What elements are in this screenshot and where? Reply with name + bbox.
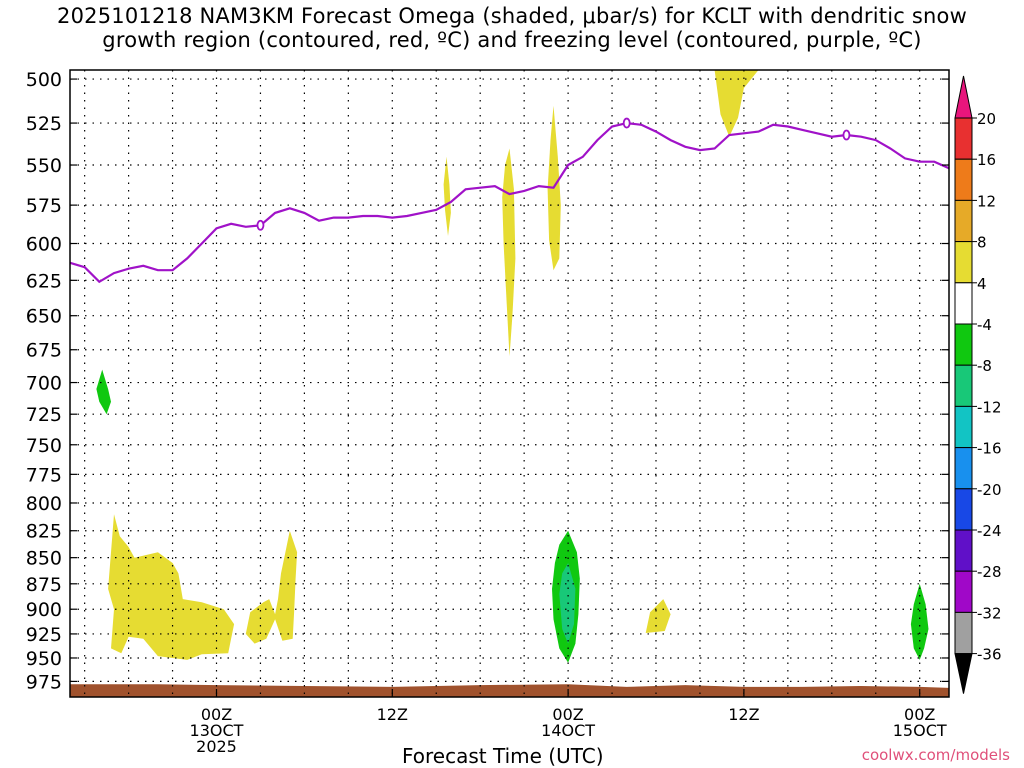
- y-tick-label: 650: [26, 306, 62, 328]
- y-tick-label: 725: [26, 404, 62, 426]
- y-tick-label: 500: [26, 69, 62, 91]
- y-tick-label: 875: [26, 574, 62, 596]
- freezing-level-label: [256, 219, 265, 231]
- x-tick-label: 12Z: [377, 705, 408, 724]
- omega-region-0: [714, 70, 759, 137]
- plot-frame: [69, 69, 950, 698]
- colorbar-label: -24: [977, 522, 1002, 540]
- colorbar-swatch: [954, 199, 973, 243]
- freezing-level-line: [69, 121, 950, 284]
- terrain-layer: [70, 684, 949, 697]
- y-tick-label: 850: [26, 548, 62, 570]
- freezing-level-layer: [69, 117, 950, 284]
- omega-region-5: [245, 530, 298, 644]
- colorbar-swatch: [954, 611, 973, 655]
- colorbar-label: -32: [977, 604, 1002, 622]
- colorbar-cap-top: [954, 75, 973, 119]
- y-tick-label: 550: [26, 155, 62, 177]
- chart-title: 2025101218 NAM3KM Forecast Omega (shaded…: [0, 4, 1024, 52]
- colorbar-label: -16: [977, 440, 1002, 458]
- colorbar-swatch: [954, 323, 973, 366]
- x-tick-label: 13OCT: [190, 721, 244, 740]
- credit-link[interactable]: coolwx.com/models: [861, 746, 1010, 764]
- chart-title-line-1: 2025101218 NAM3KM Forecast Omega (shaded…: [57, 4, 967, 28]
- y-tick-label: 825: [26, 521, 62, 543]
- omega-region-10: [910, 583, 929, 660]
- omega-region-4: [108, 514, 235, 660]
- y-tick-label: 750: [26, 435, 62, 457]
- y-tick-label: 950: [26, 648, 62, 670]
- x-tick-label: 00Z: [552, 705, 583, 724]
- terrain-fill: [70, 684, 949, 697]
- colorbar-swatch: [954, 447, 973, 490]
- colorbar-label: 20: [977, 110, 996, 128]
- y-tick-label: 625: [26, 270, 62, 292]
- y-axis-ticks: 500 525 550 575 600 625 650 675 700 725 750 775 800 8…: [26, 69, 949, 693]
- y-tick-label: 800: [26, 493, 62, 515]
- y-tick-label: 975: [26, 671, 62, 693]
- colorbar-swatch: [954, 282, 973, 325]
- freezing-level-label: [622, 117, 631, 129]
- omega-region-1: [443, 156, 451, 236]
- y-tick-label: 575: [26, 195, 62, 217]
- colorbar-label: 12: [977, 192, 996, 210]
- colorbar-label: 4: [977, 275, 987, 293]
- colorbar-label: -20: [977, 481, 1002, 499]
- colorbar-cap-bottom: [954, 653, 973, 694]
- colorbar-label: -28: [977, 563, 1002, 581]
- x-tick-label: 2025: [196, 737, 237, 756]
- freezing-level-label: [842, 129, 851, 141]
- colorbar-label: -8: [977, 357, 992, 375]
- omega-region-9: [559, 563, 576, 644]
- colorbar-swatch: [954, 364, 973, 407]
- colorbar-swatch: [954, 241, 973, 284]
- colorbar-label: -12: [977, 398, 1002, 416]
- x-tick-label: 00Z: [904, 705, 935, 724]
- chart-title-line-2: growth region (contoured, red, ºC) and f…: [102, 28, 922, 52]
- y-tick-label: 925: [26, 624, 62, 646]
- y-tick-label: 900: [26, 599, 62, 621]
- y-tick-label: 675: [26, 340, 62, 362]
- colorbar-label: 8: [977, 234, 987, 252]
- x-tick-label: 15OCT: [893, 721, 947, 740]
- x-axis-title: Forecast Time (UTC): [402, 744, 604, 768]
- colorbar-label: -4: [977, 316, 992, 334]
- y-tick-label: 700: [26, 373, 62, 395]
- colorbar-swatch: [954, 529, 973, 572]
- colorbar: 20 16 12 8 4 -4 -8 -12 -16 -20 -24 -28 -32 -36: [954, 75, 1002, 694]
- colorbar-swatch: [954, 117, 973, 160]
- omega-shaded-layer: [96, 70, 929, 663]
- colorbar-label: 16: [977, 151, 996, 169]
- colorbar-label: -36: [977, 646, 1002, 664]
- x-tick-label: 14OCT: [541, 721, 595, 740]
- x-tick-label: 12Z: [728, 705, 759, 724]
- y-tick-label: 775: [26, 464, 62, 486]
- colorbar-swatch: [954, 158, 973, 201]
- y-tick-label: 600: [26, 234, 62, 256]
- colorbar-swatch: [954, 405, 973, 449]
- y-tick-label: 525: [26, 113, 62, 135]
- omega-region-7: [96, 369, 111, 415]
- colorbar-swatch: [954, 570, 973, 613]
- omega-region-6: [645, 599, 671, 633]
- omega-region-2: [502, 148, 516, 357]
- x-tick-label: 00Z: [201, 705, 232, 724]
- colorbar-swatch: [954, 488, 973, 531]
